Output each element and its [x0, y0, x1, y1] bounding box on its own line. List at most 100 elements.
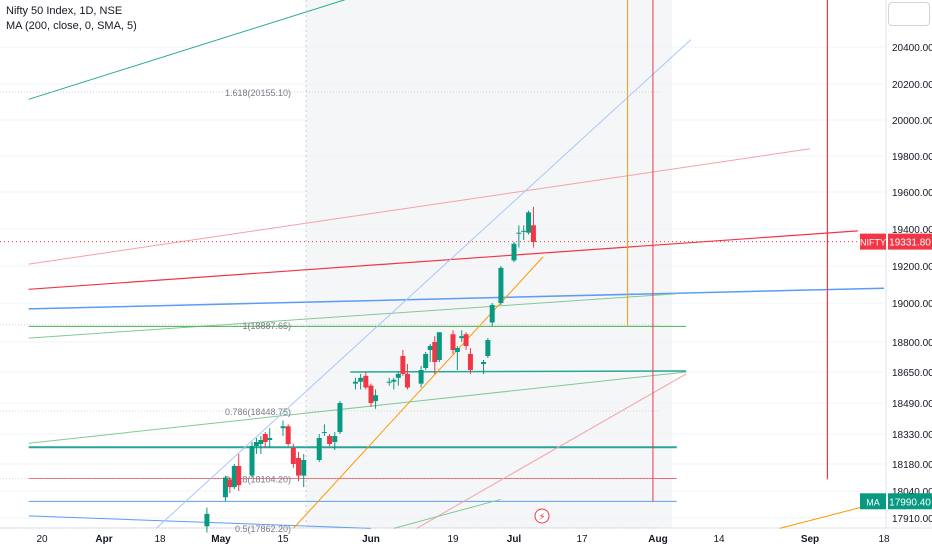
y-tick-label: 18180.00 [892, 460, 932, 471]
y-tick-label: 19600.00 [892, 188, 932, 199]
trend-line [28, 148, 811, 265]
candle-body [423, 354, 429, 368]
x-tick-label: 17 [576, 534, 588, 545]
y-tick-label: 19400.00 [892, 225, 932, 236]
y-tick-label: 19800.00 [892, 152, 932, 163]
fib-level-label: 1(18887.65) [242, 321, 291, 331]
x-tick-label: 14 [713, 534, 725, 545]
candle-body [511, 243, 517, 261]
candle-body [450, 334, 456, 350]
candle-body [332, 436, 338, 442]
candle-body [427, 346, 433, 350]
price-label-value-bg [888, 493, 932, 510]
y-tick-label: 17910.00 [892, 514, 932, 525]
candle-body [258, 440, 264, 444]
candle-body [432, 342, 438, 362]
price-label-name: MA [866, 497, 880, 507]
candle-body [373, 395, 379, 402]
x-tick-label: 20 [36, 534, 48, 545]
x-tick-label: Sep [801, 534, 819, 545]
y-tick-label: 19200.00 [892, 262, 932, 273]
symbol-title: Nifty 50 Index, 1D, NSE [6, 5, 123, 17]
fib-level-label: 0.618(18104.20) [225, 475, 291, 485]
candle-body [222, 477, 228, 498]
earnings-event-marker [534, 508, 550, 524]
y-tick-label: 18800.00 [892, 338, 932, 349]
candle-body [418, 370, 424, 384]
candle-body [521, 230, 527, 232]
candle-body [267, 438, 273, 440]
price-label-value-bg [888, 233, 932, 250]
candle-body [352, 381, 358, 384]
candle-body [463, 334, 469, 346]
lightning-icon: ⚡ [538, 512, 545, 523]
candle-body [262, 434, 268, 442]
y-tick-label: 20200.00 [892, 80, 932, 91]
candle-body [400, 356, 406, 374]
x-tick-label: Aug [648, 534, 667, 545]
trend-line [28, 0, 346, 100]
y-tick-label: 20000.00 [892, 116, 932, 127]
candle-body [467, 354, 473, 370]
trend-line [416, 373, 687, 529]
indicator-label: MA (200, close, 0, SMA, 5) [6, 20, 137, 32]
trend-line [28, 515, 372, 529]
price-label-name-bg [860, 233, 886, 250]
candle-body [498, 267, 504, 303]
candle-body [337, 403, 343, 433]
candle-body [249, 446, 255, 476]
candle-body [301, 460, 307, 476]
x-tick-label: 18 [878, 534, 890, 545]
candle-body [436, 332, 442, 360]
candle-body [280, 426, 286, 429]
fib-level-label: 0.5(17862.20) [235, 524, 291, 534]
x-tick-label: May [211, 534, 231, 545]
price-label-name-bg [860, 493, 886, 510]
candle-body [391, 379, 397, 382]
trend-line [393, 498, 502, 529]
fib-level-label: 0.786(18448.75) [225, 407, 291, 417]
candle-body [386, 381, 392, 383]
candle-body [481, 362, 486, 364]
price-axis-settings-box[interactable] [888, 2, 930, 26]
trend-line [28, 371, 687, 444]
candle-body [363, 375, 369, 388]
x-tick-label: Jul [507, 534, 522, 545]
y-tick-label: 20400.00 [892, 43, 932, 54]
x-tick-label: 19 [447, 534, 459, 545]
candle-body [236, 465, 242, 486]
price-label-value: 17990.40 [889, 497, 931, 508]
y-tick-label: 19000.00 [892, 299, 932, 310]
candle-body [204, 513, 210, 527]
candle-body [489, 304, 495, 323]
chart-legend: Nifty 50 Index, 1D, NSE MA (200, close, … [6, 4, 137, 34]
trend-line [28, 230, 858, 290]
chart-left-area [0, 0, 306, 528]
candle-body [395, 373, 401, 378]
candle-body [368, 385, 374, 403]
candle-body [290, 448, 296, 464]
candle-body [530, 225, 536, 242]
price-label-value: 19331.80 [889, 238, 931, 249]
candle-body [231, 465, 237, 488]
candle-body [285, 426, 291, 444]
price-label-name: NIFTY [860, 238, 886, 248]
x-tick-label: 18 [154, 534, 166, 545]
trend-line [155, 39, 692, 529]
candle-body [296, 458, 302, 476]
x-tick-label: Apr [95, 534, 112, 545]
x-tick-label: Jun [362, 534, 380, 545]
y-tick-label: 18040.00 [892, 487, 932, 498]
candle-body [454, 348, 460, 352]
candle-body [327, 436, 333, 444]
fib-level-label: 1.618(20155.10) [225, 88, 291, 98]
candle-body [404, 373, 410, 388]
y-tick-label: 18650.00 [892, 368, 932, 379]
x-tick-label: 15 [277, 534, 289, 545]
candle-body [316, 438, 322, 460]
candle-body [358, 377, 364, 382]
y-tick-label: 18490.00 [892, 399, 932, 410]
candle-body [321, 432, 327, 434]
